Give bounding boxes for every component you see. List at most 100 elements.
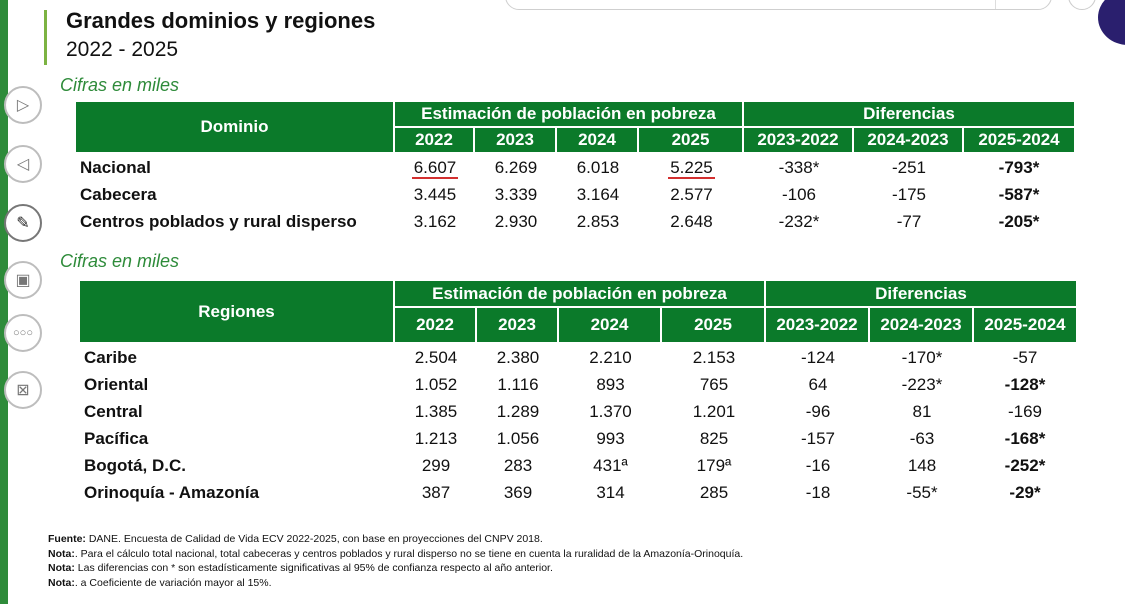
table-row: Oriental 1.052 1.116 893 765 64 -223* -1… [80, 371, 1076, 398]
table-cell: 1.213 [414, 428, 458, 448]
table-cell: 2.210 [589, 347, 632, 367]
table-cell: 1.052 [414, 374, 458, 394]
note-line: Nota:. a Coeficiente de variación mayor … [48, 576, 743, 591]
table-cell: -57 [1012, 347, 1038, 367]
table-cell: 5.225 [639, 154, 744, 181]
table-cell: 765 [699, 374, 729, 394]
table-cell: -124 [800, 347, 836, 367]
table1-col: 2022 [395, 128, 475, 154]
note-key: Fuente: [48, 533, 86, 545]
play-icon[interactable]: ▷ [4, 86, 42, 124]
table-cell: 1.289 [496, 401, 540, 421]
table-cell: -169 [1007, 401, 1043, 421]
table-cell: -157 [800, 428, 836, 448]
table-cell: -251 [891, 157, 927, 177]
row-label: Nacional [80, 157, 151, 177]
table2-col: 2024-2023 [870, 308, 974, 344]
row-label: Central [84, 401, 143, 421]
left-accent-strip [0, 0, 8, 604]
table-row: Centros poblados y rural disperso 3.162 … [76, 208, 1074, 235]
table-cell: 6.269 [494, 157, 538, 177]
table-cell: -168* [1004, 428, 1046, 448]
note-key: Nota: [48, 562, 75, 574]
table2-col: 2022 [395, 308, 477, 344]
table-row: Bogotá, D.C. 299 283 431ª 179ª -16 148 -… [80, 452, 1076, 479]
row-label: Orinoquía - Amazonía [84, 482, 260, 502]
table-cell: 3.164 [576, 184, 620, 204]
table-cell: 1.385 [414, 401, 458, 421]
table1-group-diff: Diferencias [744, 102, 1074, 128]
table-row: Orinoquía - Amazonía 387 369 314 285 -18… [80, 479, 1076, 506]
note-line: Nota:. Para el cálculo total nacional, t… [48, 547, 743, 562]
note-line: Fuente: DANE. Encuesta de Calidad de Vid… [48, 532, 743, 547]
table2-row-header: Regiones [80, 281, 395, 344]
table-cell: 6.018 [576, 157, 620, 177]
table1-col: 2024 [557, 128, 639, 154]
close-icon[interactable] [1068, 0, 1096, 10]
table-row: Cabecera 3.445 3.339 3.164 2.577 -106 -1… [76, 181, 1074, 208]
note-text: Las diferencias con * son estadísticamen… [74, 562, 553, 574]
note-text: . Para el cálculo total nacional, total … [74, 547, 744, 560]
table-cell: -793* [998, 157, 1040, 177]
table-cell: 2.153 [692, 347, 736, 367]
pen-icon[interactable]: ✎ [4, 204, 42, 242]
table-row: Central 1.385 1.289 1.370 1.201 -96 81 -… [80, 398, 1076, 425]
table-cell: -170* [901, 347, 943, 367]
table-cell: -587* [998, 184, 1040, 204]
page-subtitle: 2022 - 2025 [66, 38, 179, 61]
table-cell: 387 [421, 482, 451, 502]
table-cell: -338* [778, 157, 820, 177]
table2-group-diff: Diferencias [766, 281, 1076, 308]
table-cell: 1.116 [497, 374, 539, 394]
search-box[interactable] [505, 0, 1052, 10]
back-icon[interactable]: ◁ [4, 145, 42, 183]
table1-col: 2025 [639, 128, 744, 154]
avatar[interactable] [1098, 0, 1125, 45]
more-icon[interactable]: ○○○ [4, 314, 42, 352]
row-label: Cabecera [80, 184, 157, 204]
table-cell: -96 [805, 401, 831, 421]
table1-caption: Cifras en miles [60, 75, 180, 95]
table-cell: -16 [805, 455, 831, 475]
table-cell: -29* [1009, 482, 1041, 502]
table-cell: -106 [781, 184, 817, 204]
table-cell: -205* [998, 211, 1040, 231]
table-cell: -18 [805, 482, 831, 502]
note-text: DANE. Encuesta de Calidad de Vida ECV 20… [85, 533, 543, 545]
table2-caption: Cifras en miles [60, 251, 180, 271]
table-cell: 179ª [696, 455, 732, 475]
table-cell: -252* [1004, 455, 1046, 475]
table-cell: 2.577 [670, 184, 713, 204]
row-label: Centros poblados y rural disperso [80, 211, 357, 231]
table2-col: 2023-2022 [766, 308, 870, 344]
footnotes: Fuente: DANE. Encuesta de Calidad de Vid… [48, 532, 743, 590]
table-cell: 993 [596, 428, 625, 448]
table-cell: 64 [808, 374, 828, 394]
table-cell: 148 [907, 455, 937, 475]
table-cell: 3.339 [494, 184, 538, 204]
table-cell: -128* [1004, 374, 1046, 394]
note-key: Nota: [48, 576, 75, 589]
table1-col: 2024-2023 [854, 128, 964, 154]
row-label: Bogotá, D.C. [84, 455, 186, 475]
presenter-icon[interactable]: ▣ [4, 261, 42, 299]
table1-col: 2025-2024 [964, 128, 1074, 154]
dominio-table: Dominio Estimación de población en pobre… [76, 102, 1074, 235]
page-title: Grandes dominios y regiones [66, 8, 376, 33]
table-cell: 2.504 [414, 347, 458, 367]
table-cell: 1.201 [692, 401, 736, 421]
note-text: . a Coeficiente de variación mayor al 15… [74, 576, 272, 589]
table-cell: 1.056 [496, 428, 540, 448]
table-cell: 2.380 [496, 347, 540, 367]
table-cell: 3.445 [413, 184, 457, 204]
table-cell: -55* [906, 482, 938, 502]
row-label: Caribe [84, 347, 137, 367]
table-cell: 314 [596, 482, 625, 502]
table-row: Nacional 6.607 6.269 6.018 5.225 -338* -… [76, 154, 1074, 181]
note-line: Nota: Las diferencias con * son estadíst… [48, 561, 743, 576]
screen-share-icon[interactable]: ⊠ [4, 371, 42, 409]
table-cell: 825 [699, 428, 729, 448]
table1-col: 2023-2022 [744, 128, 854, 154]
table-row: Pacífica 1.213 1.056 993 825 -157 -63 -1… [80, 425, 1076, 452]
table-cell: 2.648 [670, 211, 713, 231]
